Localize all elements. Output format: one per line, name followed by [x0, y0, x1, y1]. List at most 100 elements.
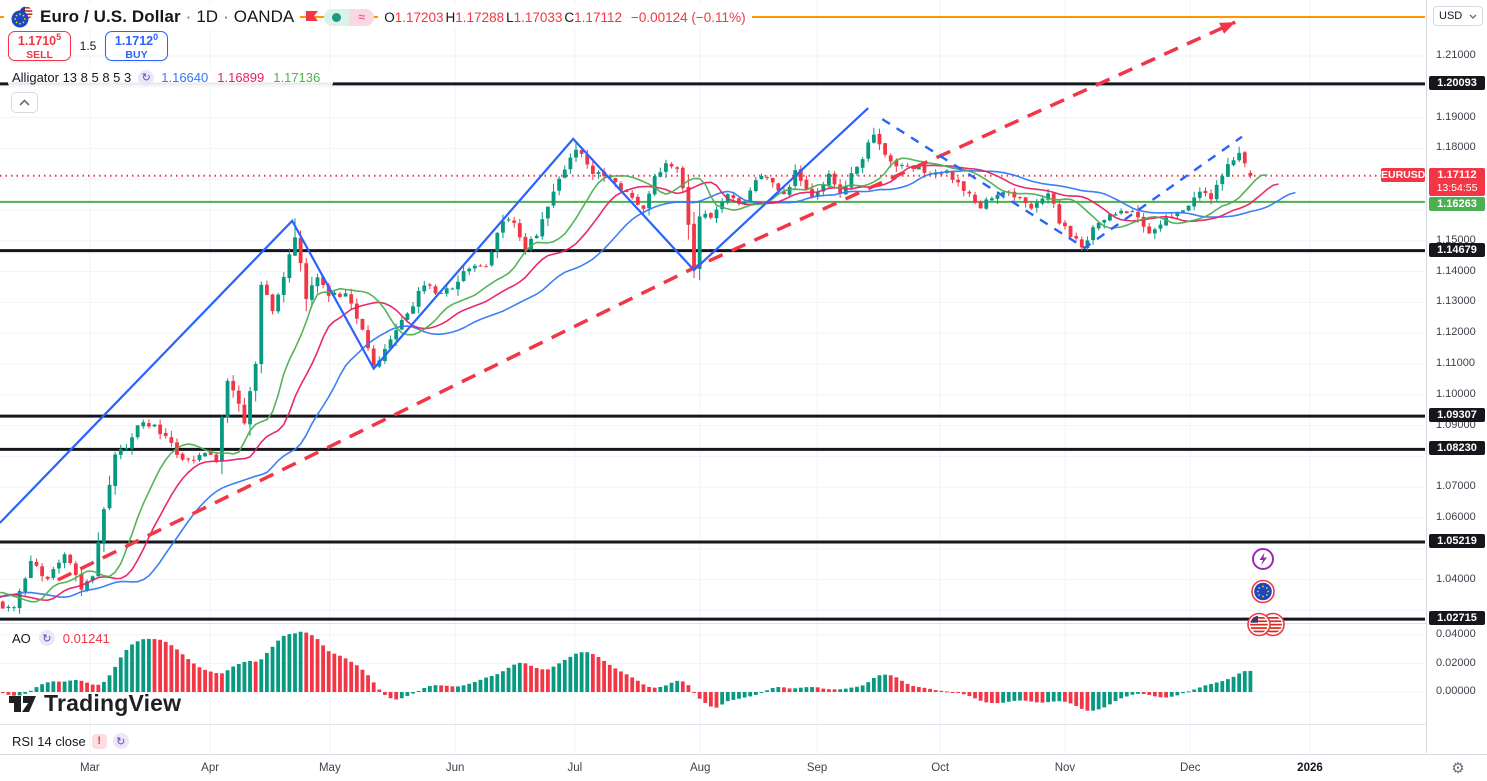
ao-legend-row[interactable]: AO ↻ 0.01241 [12, 630, 110, 646]
ao-bar [506, 667, 511, 692]
candle-body [1214, 184, 1219, 200]
sell-button[interactable]: 1.17105 SELL [8, 31, 71, 61]
warning-icon[interactable]: ! [91, 733, 107, 749]
candle-body [231, 380, 236, 391]
currency-unit-label: USD [1439, 10, 1463, 22]
ao-bar [113, 666, 118, 692]
reload-indicator-icon[interactable]: ↻ [38, 630, 55, 646]
ao-bar [669, 682, 674, 692]
ao-bar [276, 640, 281, 692]
candle-body [1186, 205, 1191, 211]
levels [0, 16, 1425, 621]
ao-bar [585, 652, 590, 692]
ao-bar [832, 689, 837, 692]
ao-bar [877, 675, 882, 692]
gear-settings-icon[interactable]: ⚙ [1451, 760, 1465, 777]
interval-label[interactable]: 1D [196, 7, 219, 26]
ao-bar [534, 667, 539, 692]
ao-bar [416, 690, 421, 692]
alligator-legend-row[interactable]: Alligator 13 8 5 8 5 3 ↻ 1.16640 1.16899 1… [8, 69, 334, 86]
ao-bar [1231, 676, 1236, 692]
ao-bar [366, 675, 370, 692]
eu-event-icon[interactable] [1246, 579, 1290, 609]
ao-bar [68, 680, 73, 692]
candle-body [1152, 229, 1157, 234]
ao-bar [1051, 692, 1056, 702]
ao-bar [916, 687, 921, 692]
buy-button[interactable]: 1.17120 BUY [105, 31, 168, 61]
ao-bar [871, 677, 876, 692]
currency-unit-dropdown[interactable]: USD [1433, 6, 1483, 26]
candle-body [855, 166, 859, 174]
ao-bar [1040, 692, 1045, 703]
candle-body [141, 422, 146, 427]
candle-body [939, 173, 944, 175]
ao-bar [787, 688, 792, 692]
candle-body [326, 285, 331, 296]
time-axis-label: Jun [445, 762, 465, 774]
ao-bar [894, 677, 899, 692]
time-axis-label: Mar [79, 762, 100, 774]
ao-bar [51, 681, 56, 692]
pane-separator-main-ao[interactable] [0, 623, 1426, 624]
market-status-pill[interactable]: ≈ [324, 8, 375, 26]
candle-body [635, 196, 640, 205]
candle-body [236, 390, 241, 404]
candle-body [354, 303, 359, 319]
time-axis-label: Apr [201, 762, 220, 774]
exchange-label[interactable]: OANDA [233, 7, 295, 26]
ao-bar [62, 681, 67, 692]
candle-body [748, 190, 753, 203]
economic-event-icon[interactable] [1246, 547, 1290, 576]
ao-bar [461, 685, 466, 692]
symbol-title[interactable]: Euro / U.S. Dollar [40, 7, 181, 26]
grid [0, 0, 1425, 753]
ao-bar [517, 662, 522, 692]
candle-body [287, 254, 292, 279]
ao-bar [782, 687, 786, 692]
candle-body [439, 292, 444, 294]
reload-indicator-icon[interactable]: ↻ [112, 733, 129, 749]
ao-bar [214, 673, 219, 692]
ao-bar [360, 669, 365, 692]
ao-bar [135, 641, 140, 692]
us-event-icons[interactable] [1246, 612, 1290, 642]
candle-body [293, 237, 297, 256]
reload-indicator-icon[interactable]: ↻ [138, 69, 155, 86]
candle-body [1175, 212, 1180, 217]
candle-body [23, 578, 28, 592]
ao-bar [989, 692, 994, 703]
candle-body [214, 454, 219, 462]
price-tick-label: 1.21000 [1436, 49, 1476, 61]
flag-marker-icon[interactable] [304, 9, 320, 25]
candle-body [248, 391, 252, 425]
candle-body [332, 292, 337, 296]
candle-body [1091, 227, 1095, 241]
price-scale[interactable]: USD 1.21000 1.19000 1.18000 1.15000 1.14000 1… [1426, 0, 1487, 753]
candle-body [1108, 214, 1112, 221]
ao-bar [855, 686, 859, 692]
time-axis[interactable]: Mar Apr May Jun Jul Aug Sep Oct Nov Dec 2026 [0, 754, 1487, 781]
pane-separator-ao-rsi[interactable] [0, 724, 1426, 725]
ao-bar [613, 668, 618, 692]
candle-body [860, 159, 865, 168]
ao-bar [529, 665, 533, 692]
ao-bar [984, 692, 989, 703]
collapse-pane-button[interactable] [11, 92, 38, 113]
candle-body [686, 186, 691, 225]
trend-arrow-line [57, 20, 1236, 582]
candle-body [900, 164, 904, 166]
candle-body [922, 165, 927, 173]
rsi-legend-row[interactable]: RSI 14 close ! ↻ [12, 733, 129, 749]
candle-body [1248, 172, 1253, 176]
ao-bar [1203, 685, 1208, 692]
symbol-chip[interactable]: Euro / U.S. Dollar · 1D · OANDA [4, 5, 301, 29]
candle-body [349, 294, 354, 304]
ao-bar [1248, 670, 1253, 692]
ao-bar [1079, 692, 1084, 709]
candle-body [815, 191, 820, 197]
ao-bar [512, 664, 517, 692]
ao-bar [444, 685, 449, 692]
candle-body [1018, 197, 1022, 199]
